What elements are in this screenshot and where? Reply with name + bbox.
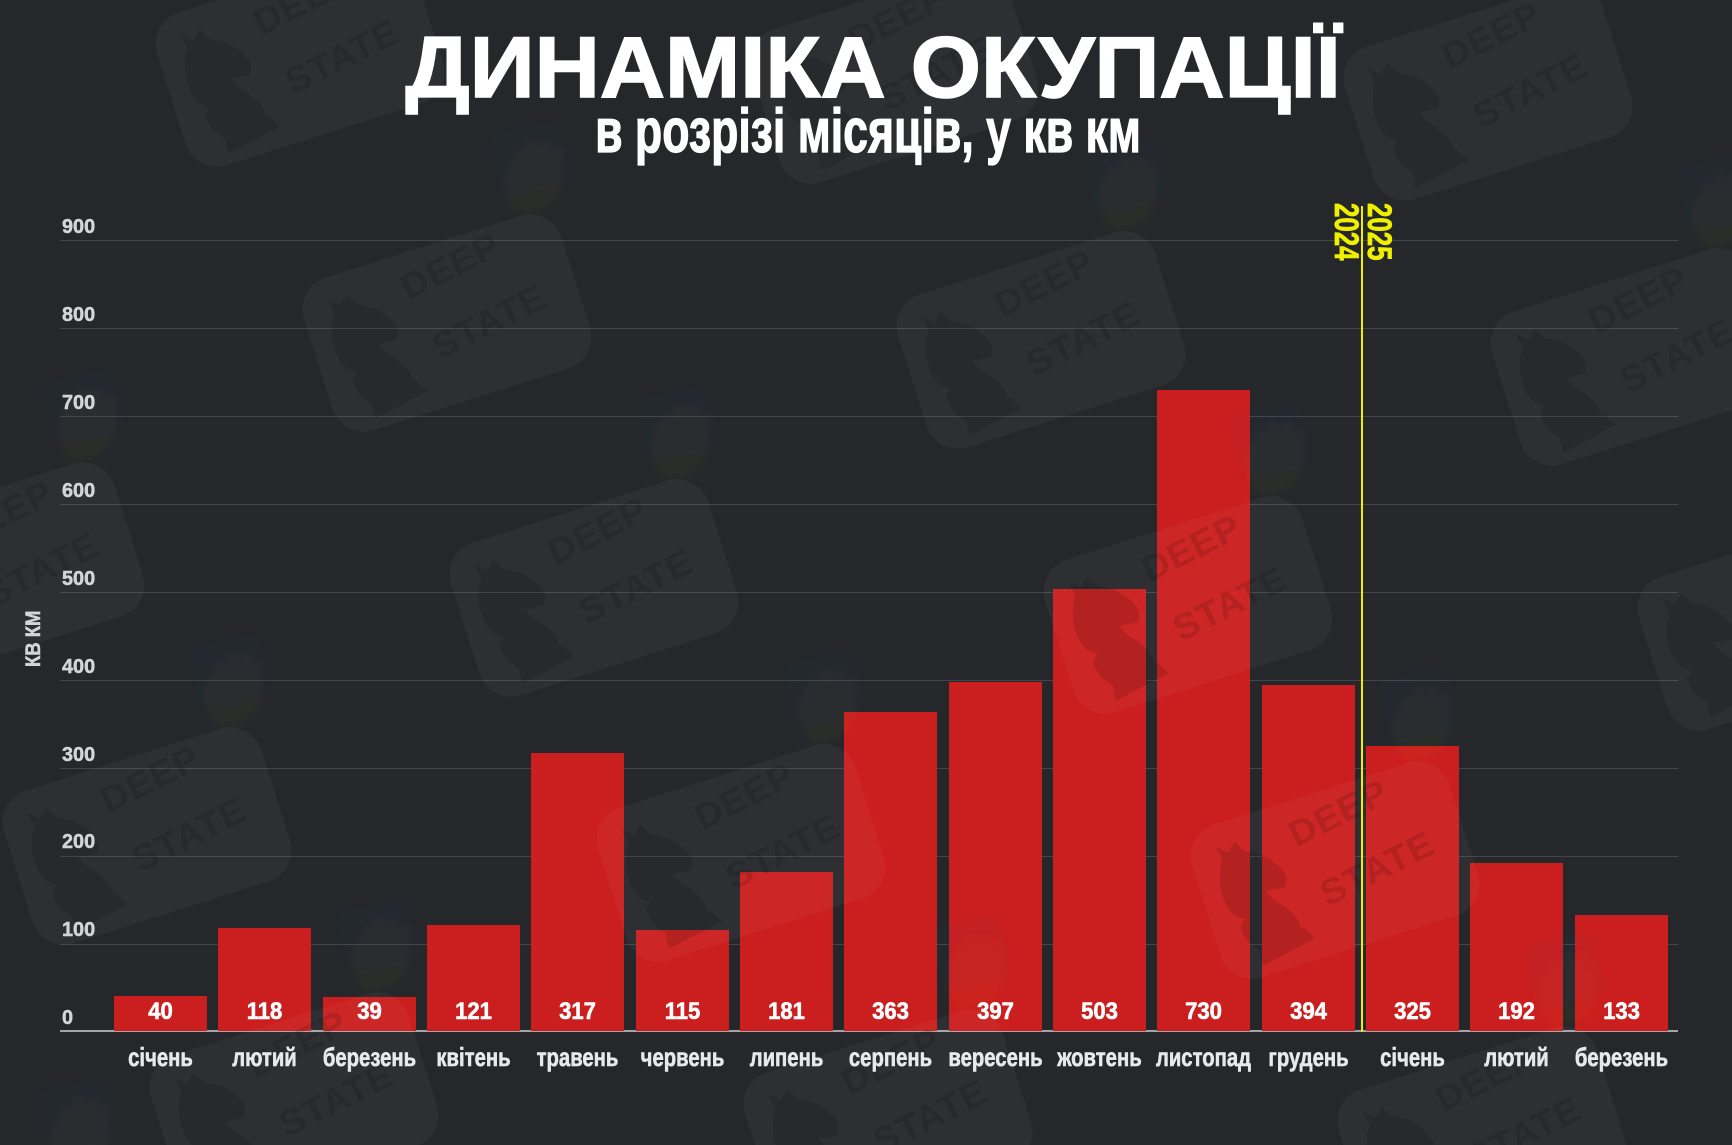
svg-text:STATE: STATE (1019, 293, 1146, 384)
svg-text:DEEP: DEEP (94, 737, 207, 820)
svg-text:STATE: STATE (425, 276, 552, 367)
svg-text:STATE: STATE (572, 541, 699, 632)
svg-text:DEEP: DEEP (394, 224, 507, 307)
svg-text:DEEP: DEEP (0, 472, 60, 555)
svg-text:DEEP: DEEP (688, 754, 801, 837)
svg-text:DEEP: DEEP (1582, 258, 1695, 341)
svg-text:DEEP: DEEP (541, 489, 654, 572)
svg-text:DEEP: DEEP (988, 241, 1101, 324)
svg-text:STATE: STATE (1460, 1088, 1587, 1145)
svg-text:STATE: STATE (866, 1071, 993, 1145)
svg-text:STATE: STATE (1613, 310, 1732, 401)
svg-text:STATE: STATE (125, 789, 252, 880)
